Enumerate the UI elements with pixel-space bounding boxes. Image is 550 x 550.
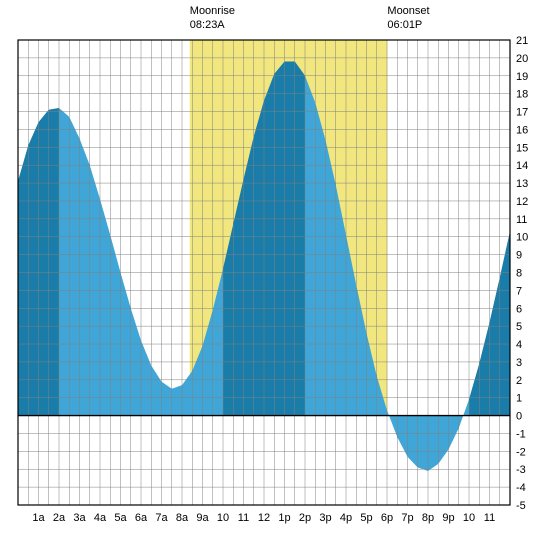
y-tick-label: -2 [516,446,526,458]
x-tick-label: 5p [360,512,372,524]
moonrise-label: Moonrise [190,5,235,17]
y-tick-label: 9 [516,250,522,262]
y-tick-label: 18 [516,89,528,101]
y-tick-label: 7 [516,285,522,297]
y-tick-label: 17 [516,107,528,119]
x-tick-label: 9p [442,512,454,524]
x-tick-label: 3a [73,512,86,524]
x-tick-label: 11 [238,512,249,524]
moonset-label: Moonset [387,5,429,17]
moonset-time: 06:01P [387,19,422,31]
x-tick-label: 12 [258,512,270,524]
x-tick-label: 2p [299,512,311,524]
tide-chart: -5-4-3-2-1012345678910111213141516171819… [0,0,550,550]
y-tick-label: 14 [516,160,528,172]
x-tick-label: 7a [155,512,168,524]
x-tick-label: 11 [484,512,495,524]
y-tick-label: 6 [516,303,522,315]
x-tick-label: 7p [401,512,413,524]
x-tick-label: 8a [176,512,189,524]
x-tick-label: 3p [319,512,331,524]
x-tick-label: 4a [94,512,107,524]
y-tick-label: -5 [516,500,526,512]
y-tick-label: 12 [516,196,528,208]
x-tick-label: 6a [135,512,148,524]
x-tick-label: 5a [114,512,127,524]
y-tick-label: 2 [516,375,522,387]
y-tick-label: 8 [516,268,522,280]
y-tick-label: 13 [516,178,528,190]
y-tick-label: 1 [516,393,522,405]
y-tick-label: -3 [516,464,526,476]
y-tick-label: 21 [516,35,528,47]
y-tick-label: 5 [516,321,522,333]
y-tick-label: 4 [516,339,522,351]
y-tick-label: 0 [516,411,522,423]
x-tick-label: 2a [53,512,66,524]
y-tick-label: -1 [516,428,526,440]
x-tick-label: 1a [32,512,45,524]
x-tick-label: 8p [422,512,434,524]
y-tick-label: -4 [516,482,526,494]
y-tick-label: 11 [516,214,527,226]
y-tick-label: 16 [516,124,528,136]
y-tick-label: 3 [516,357,522,369]
x-tick-label: 10 [463,512,475,524]
y-tick-label: 10 [516,232,528,244]
moonrise-time: 08:23A [190,19,226,31]
x-tick-label: 9a [196,512,209,524]
x-tick-label: 1p [278,512,290,524]
x-tick-label: 4p [340,512,352,524]
y-tick-label: 19 [516,71,528,83]
y-tick-label: 20 [516,53,528,65]
x-tick-label: 10 [217,512,229,524]
x-tick-label: 6p [381,512,393,524]
y-tick-label: 15 [516,142,528,154]
